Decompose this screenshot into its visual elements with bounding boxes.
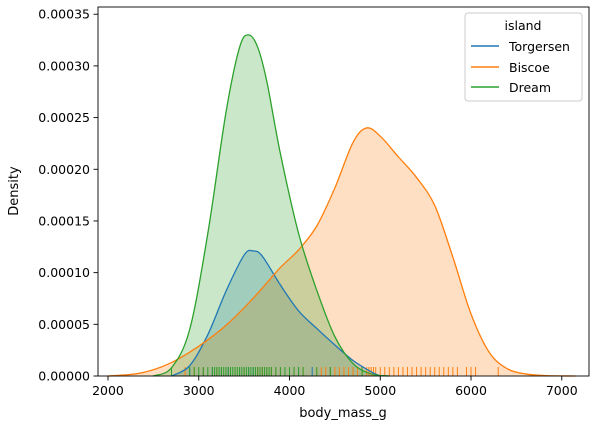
legend-box [464, 12, 583, 102]
density-line-dream [153, 34, 390, 377]
x-tick-label: 5000 [364, 383, 396, 398]
x-tick-label: 3000 [183, 383, 215, 398]
y-tick-label: 0.00005 [38, 317, 90, 332]
density-area-biscoe [107, 127, 576, 376]
x-tick-label: 7000 [546, 383, 578, 398]
legend-title: island [505, 18, 542, 33]
y-tick-label: 0.00020 [38, 162, 90, 177]
legend-label-torgersen: Torgersen [508, 39, 570, 54]
y-axis-ticks: 0.00000 0.00005 0.00010 0.00015 0.00020 0.000… [38, 7, 98, 384]
x-tick-label: 2000 [92, 383, 124, 398]
legend-label-biscoe: Biscoe [509, 60, 550, 75]
plot-frame [97, 6, 590, 377]
x-tick-label: 6000 [455, 383, 487, 398]
density-area-torgersen [171, 250, 381, 376]
density-lines [107, 34, 576, 377]
y-tick-label: 0.00025 [38, 110, 90, 125]
y-tick-label: 0.00030 [38, 58, 90, 73]
legend-label-dream: Dream [509, 80, 551, 95]
density-line-torgersen [171, 249, 381, 377]
density-areas [107, 34, 576, 377]
x-tick-label: 4000 [274, 383, 306, 398]
y-tick-label: 0.00000 [38, 369, 90, 384]
density-area-dream [153, 34, 390, 377]
y-tick-label: 0.00035 [38, 7, 90, 22]
y-tick-label: 0.00010 [38, 265, 90, 280]
x-axis-title: body_mass_g [299, 406, 387, 421]
legend: island Torgersen Biscoe Dream [464, 12, 583, 102]
density-line-biscoe [107, 127, 576, 377]
y-axis-title: Density [7, 166, 22, 216]
y-tick-label: 0.00015 [38, 213, 90, 228]
x-axis-ticks: 2000 3000 4000 5000 6000 7000 [92, 376, 578, 398]
